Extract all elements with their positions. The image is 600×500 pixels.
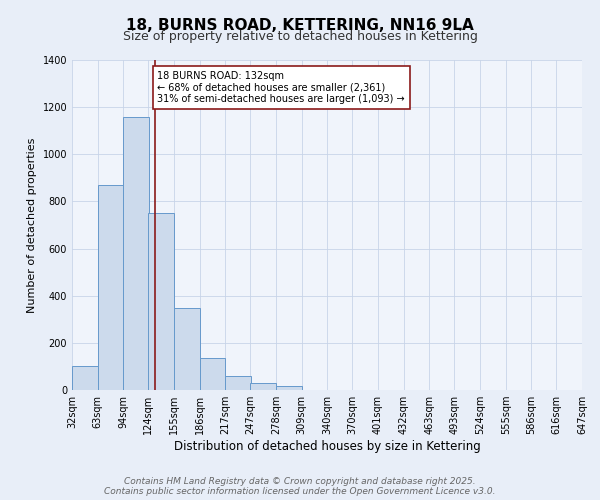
X-axis label: Distribution of detached houses by size in Kettering: Distribution of detached houses by size … xyxy=(173,440,481,453)
Bar xyxy=(250,383,276,390)
Y-axis label: Number of detached properties: Number of detached properties xyxy=(27,138,37,312)
Text: 18 BURNS ROAD: 132sqm
← 68% of detached houses are smaller (2,361)
31% of semi-d: 18 BURNS ROAD: 132sqm ← 68% of detached … xyxy=(157,70,405,104)
Text: 18, BURNS ROAD, KETTERING, NN16 9LA: 18, BURNS ROAD, KETTERING, NN16 9LA xyxy=(126,18,474,32)
Bar xyxy=(148,213,174,390)
Text: Size of property relative to detached houses in Kettering: Size of property relative to detached ho… xyxy=(122,30,478,43)
Bar xyxy=(200,358,226,390)
Text: Contains HM Land Registry data © Crown copyright and database right 2025.
Contai: Contains HM Land Registry data © Crown c… xyxy=(104,476,496,496)
Bar xyxy=(98,185,124,390)
Bar xyxy=(124,116,149,390)
Bar xyxy=(226,376,251,390)
Bar xyxy=(276,386,302,390)
Bar xyxy=(174,308,200,390)
Bar xyxy=(72,366,98,390)
